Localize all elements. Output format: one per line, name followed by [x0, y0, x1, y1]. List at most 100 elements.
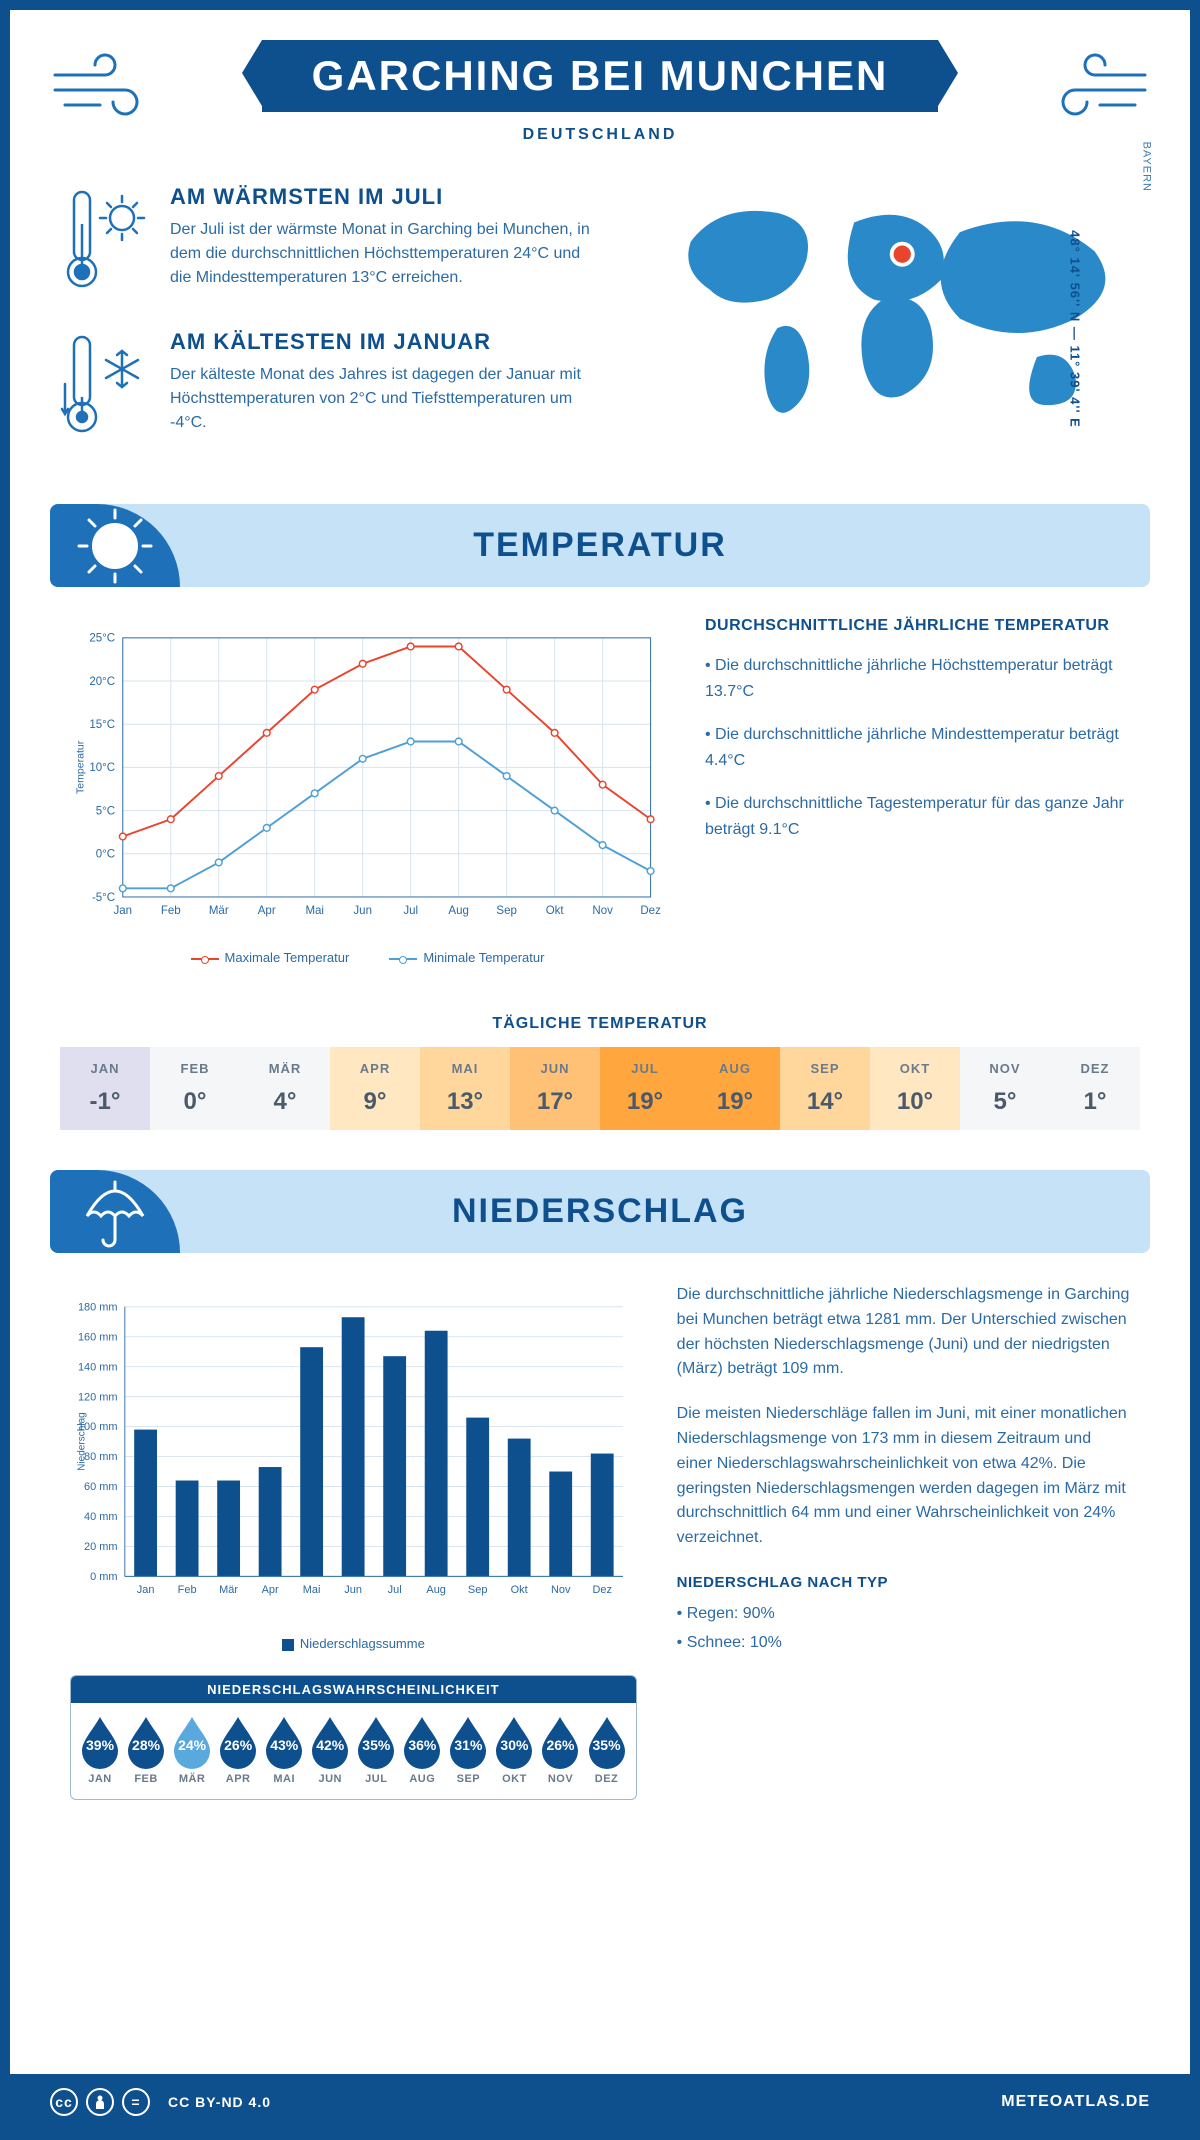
legend-precip: Niederschlagssumme — [300, 1636, 425, 1651]
summary-bullet: • Die durchschnittliche Tagestemperatur … — [705, 791, 1130, 842]
precip-paragraph: Die meisten Niederschläge fallen im Juni… — [677, 1402, 1130, 1551]
svg-text:5°C: 5°C — [96, 805, 115, 817]
svg-text:0 mm: 0 mm — [90, 1571, 117, 1583]
svg-text:-5°C: -5°C — [92, 892, 115, 904]
wind-icon — [1040, 50, 1150, 125]
coords-label: 48° 14' 56'' N — 11° 39' 4'' E — [1068, 230, 1083, 428]
prob-month: FEB — [124, 1773, 168, 1785]
section-title: TEMPERATUR — [473, 526, 727, 564]
svg-text:Aug: Aug — [426, 1584, 445, 1596]
precip-left: 0 mm20 mm40 mm60 mm80 mm100 mm120 mm140 … — [70, 1283, 637, 1800]
temp-cell: OKT10° — [870, 1047, 960, 1130]
umbrella-icon — [50, 1170, 180, 1253]
svg-text:10°C: 10°C — [89, 762, 115, 774]
svg-text:Jul: Jul — [388, 1584, 402, 1596]
temp-cell: JUL 19° — [600, 1047, 690, 1130]
fact-title: AM WÄRMSTEN IM JULI — [170, 184, 605, 210]
month-label: FEB — [150, 1061, 240, 1076]
prob-percent: 26% — [538, 1737, 582, 1753]
prob-drop: 30%OKT — [492, 1715, 536, 1785]
prob-month: MÄR — [170, 1773, 214, 1785]
svg-text:40 mm: 40 mm — [84, 1511, 117, 1523]
world-map-icon — [645, 184, 1140, 434]
temp-value: 19° — [600, 1088, 690, 1116]
temperature-chart: -5°C0°C5°C10°C15°C20°C25°CJanFebMärAprMa… — [70, 617, 665, 965]
prob-percent: 26% — [216, 1737, 260, 1753]
month-label: JUL — [600, 1061, 690, 1076]
wind-icon — [50, 50, 160, 125]
chart-legend: Niederschlagssumme — [70, 1636, 637, 1651]
prob-percent: 24% — [170, 1737, 214, 1753]
temp-cell: MÄR 4° — [240, 1047, 330, 1130]
svg-text:Niederschlag: Niederschlag — [77, 1412, 88, 1471]
temp-value: 14° — [780, 1088, 870, 1116]
page-subtitle: DEUTSCHLAND — [10, 126, 1190, 144]
temp-cell: JAN-1° — [60, 1047, 150, 1130]
footer: cc = CC BY-ND 4.0 METEOATLAS.DE — [10, 2074, 1190, 2130]
summary-bullet: • Die durchschnittliche jährliche Höchst… — [705, 653, 1130, 704]
nd-icon: = — [122, 2088, 150, 2116]
svg-text:Jul: Jul — [403, 905, 418, 917]
prob-month: AUG — [400, 1773, 444, 1785]
fact-warmest: AM WÄRMSTEN IM JULI Der Juli ist der wär… — [60, 184, 605, 299]
svg-text:Jan: Jan — [137, 1584, 155, 1596]
precipitation-chart: 0 mm20 mm40 mm60 mm80 mm100 mm120 mm140 … — [70, 1283, 637, 1623]
prob-drop: 35%JUL — [354, 1715, 398, 1785]
precip-type-bullet: • Regen: 90% — [677, 1602, 1130, 1627]
svg-text:Mai: Mai — [303, 1584, 321, 1596]
svg-text:Apr: Apr — [262, 1584, 279, 1596]
facts-column: AM WÄRMSTEN IM JULI Der Juli ist der wär… — [60, 184, 605, 474]
temperature-summary: DURCHSCHNITTLICHE JÄHRLICHE TEMPERATUR •… — [705, 617, 1130, 965]
temp-value: 5° — [960, 1088, 1050, 1116]
prob-month: OKT — [492, 1773, 536, 1785]
temp-cell: DEZ1° — [1050, 1047, 1140, 1130]
prob-month: MAI — [262, 1773, 306, 1785]
prob-drop: 42%JUN — [308, 1715, 352, 1785]
month-label: NOV — [960, 1061, 1050, 1076]
prob-month: JAN — [78, 1773, 122, 1785]
prob-percent: 35% — [585, 1737, 629, 1753]
daily-temp-strip: JAN-1°FEB0°MÄR4°APR9°MAI13°JUN17°JUL19°A… — [60, 1047, 1140, 1130]
prob-drop: 35% DEZ — [585, 1715, 629, 1785]
svg-text:Mär: Mär — [209, 905, 229, 917]
temp-value: 9° — [330, 1088, 420, 1116]
prob-drop: 39%JAN — [78, 1715, 122, 1785]
svg-text:Feb: Feb — [161, 905, 181, 917]
month-label: SEP — [780, 1061, 870, 1076]
svg-text:80 mm: 80 mm — [84, 1451, 117, 1463]
temp-cell: JUN17° — [510, 1047, 600, 1130]
svg-text:Feb: Feb — [178, 1584, 197, 1596]
temp-cell: AUG19° — [690, 1047, 780, 1130]
svg-text:Mai: Mai — [305, 905, 324, 917]
month-label: MÄR — [240, 1061, 330, 1076]
svg-text:Apr: Apr — [258, 905, 276, 917]
svg-text:Jun: Jun — [344, 1584, 362, 1596]
svg-text:Dez: Dez — [640, 905, 661, 917]
license-badge: cc = CC BY-ND 4.0 — [50, 2088, 271, 2116]
precip-area: 0 mm20 mm40 mm60 mm80 mm100 mm120 mm140 … — [10, 1283, 1190, 1800]
month-label: APR — [330, 1061, 420, 1076]
daily-temp-title: TÄGLICHE TEMPERATUR — [10, 1015, 1190, 1033]
svg-text:Mär: Mär — [219, 1584, 238, 1596]
svg-text:20°C: 20°C — [89, 676, 115, 688]
section-precip-banner: NIEDERSCHLAG — [50, 1170, 1150, 1253]
thermometer-sun-icon — [60, 184, 150, 299]
prob-month: APR — [216, 1773, 260, 1785]
temp-cell: APR 9° — [330, 1047, 420, 1130]
temp-cell: SEP 14° — [780, 1047, 870, 1130]
temp-value: 4° — [240, 1088, 330, 1116]
temp-value: 17° — [510, 1088, 600, 1116]
legend-max: Maximale Temperatur — [225, 950, 350, 965]
month-label: AUG — [690, 1061, 780, 1076]
precip-paragraph: Die durchschnittliche jährliche Niedersc… — [677, 1283, 1130, 1382]
prob-drop: 26%NOV — [538, 1715, 582, 1785]
prob-month: DEZ — [585, 1773, 629, 1785]
svg-text:Aug: Aug — [448, 905, 468, 917]
svg-text:Nov: Nov — [592, 905, 613, 917]
precip-type-heading: NIEDERSCHLAG NACH TYP — [677, 1571, 1130, 1594]
svg-text:Nov: Nov — [551, 1584, 571, 1596]
precip-type-bullet: • Schnee: 10% — [677, 1631, 1130, 1656]
month-label: JAN — [60, 1061, 150, 1076]
month-label: DEZ — [1050, 1061, 1140, 1076]
fact-text: Der kälteste Monat des Jahres ist dagege… — [170, 363, 605, 435]
